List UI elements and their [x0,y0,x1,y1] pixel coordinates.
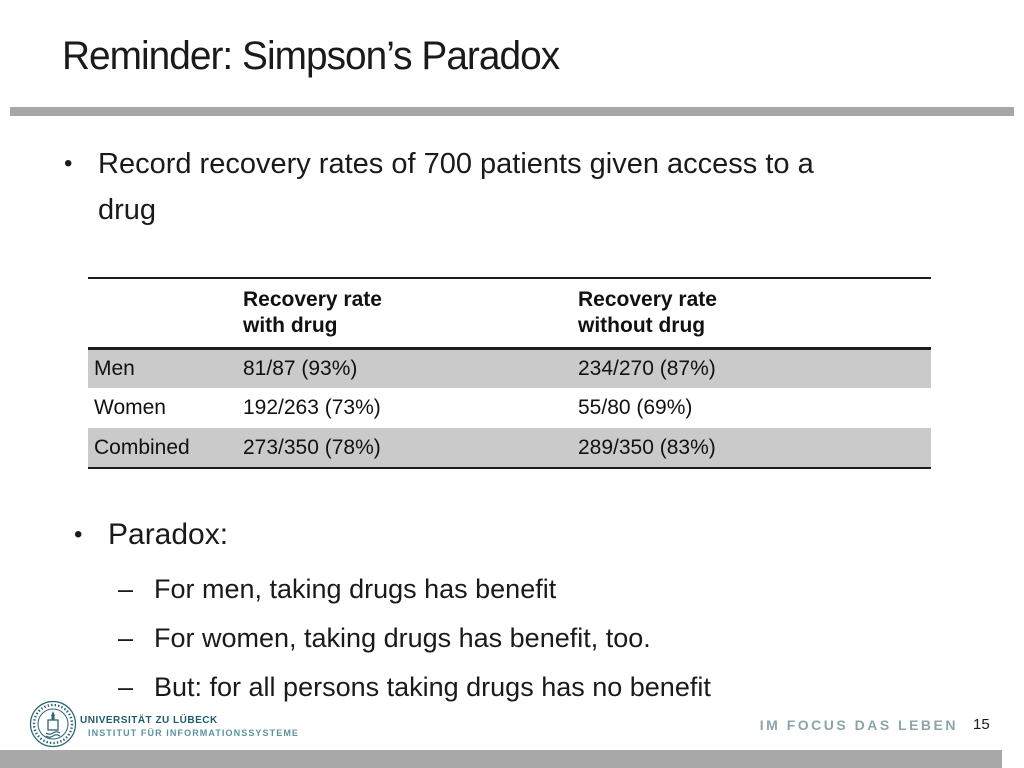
sub-bullet-all-persons: – But: for all persons taking drugs has … [118,669,711,718]
table-row-combined: Combined 273/350 (78%) 289/350 (83%) [88,428,931,468]
bullet-icon: • [74,521,83,548]
cell-without-drug: 289/350 (83%) [578,435,716,459]
row-label: Combined [94,435,190,459]
recovery-rate-table: Recovery rate with drug Recovery rate wi… [88,277,931,469]
header-line: Recovery rate [243,287,382,311]
sub-bullet-women: – For women, taking drugs has benefit, t… [118,620,711,669]
sub-bullet-text: For men, taking drugs has benefit [154,574,557,604]
bullet-icon: • [64,150,73,177]
sub-bullet-text: For women, taking drugs has benefit, too… [154,623,651,653]
bullet-paradox: • Paradox: [74,515,228,555]
cell-without-drug: 234/270 (87%) [578,356,716,380]
institute-name: INSTITUT FÜR INFORMATIONSSYSTEME [88,728,300,738]
sub-bullet-text: But: for all persons taking drugs has no… [154,672,711,702]
dash-icon: – [118,623,134,653]
bullet-record-recovery: • Record recovery rates of 700 patients … [64,141,964,233]
header-with-drug: Recovery rate with drug [243,278,578,348]
paradox-sub-bullets: – For men, taking drugs has benefit – Fo… [118,571,711,718]
row-label: Men [94,356,135,380]
bullet-text: Paradox: [108,518,229,551]
header-line: without drug [578,313,706,337]
bullet-line: Record recovery rates of 700 patients gi… [98,148,814,180]
header-empty-cell [88,278,243,348]
page-number: 15 [973,716,990,733]
cell-with-drug: 192/263 (73%) [243,396,381,419]
cell-with-drug: 273/350 (78%) [243,435,381,459]
dash-icon: – [118,574,134,604]
bullet-text: Record recovery rates of 700 patients gi… [98,141,814,233]
sub-bullet-men: – For men, taking drugs has benefit [118,571,711,620]
title-divider [10,107,1014,116]
bullet-line: drug [98,194,157,226]
table-header-row: Recovery rate with drug Recovery rate wi… [88,278,931,348]
header-line: Recovery rate [578,287,717,311]
cell-without-drug: 55/80 (69%) [578,396,693,419]
header-without-drug: Recovery rate without drug [578,278,931,348]
table-row-women: Women 192/263 (73%) 55/80 (69%) [88,388,931,428]
table-row-men: Men 81/87 (93%) 234/270 (87%) [88,348,931,388]
university-seal-icon [29,700,77,748]
university-name: UNIVERSITÄT ZU LÜBECK [80,715,218,726]
bottom-bar [0,750,1002,768]
footer-motto: IM FOCUS DAS LEBEN [759,717,958,733]
row-label: Women [94,396,166,419]
dash-icon: – [118,672,134,702]
header-line: with drug [243,313,338,337]
page-title: Reminder: Simpson’s Paradox [62,34,560,78]
cell-with-drug: 81/87 (93%) [243,356,358,380]
